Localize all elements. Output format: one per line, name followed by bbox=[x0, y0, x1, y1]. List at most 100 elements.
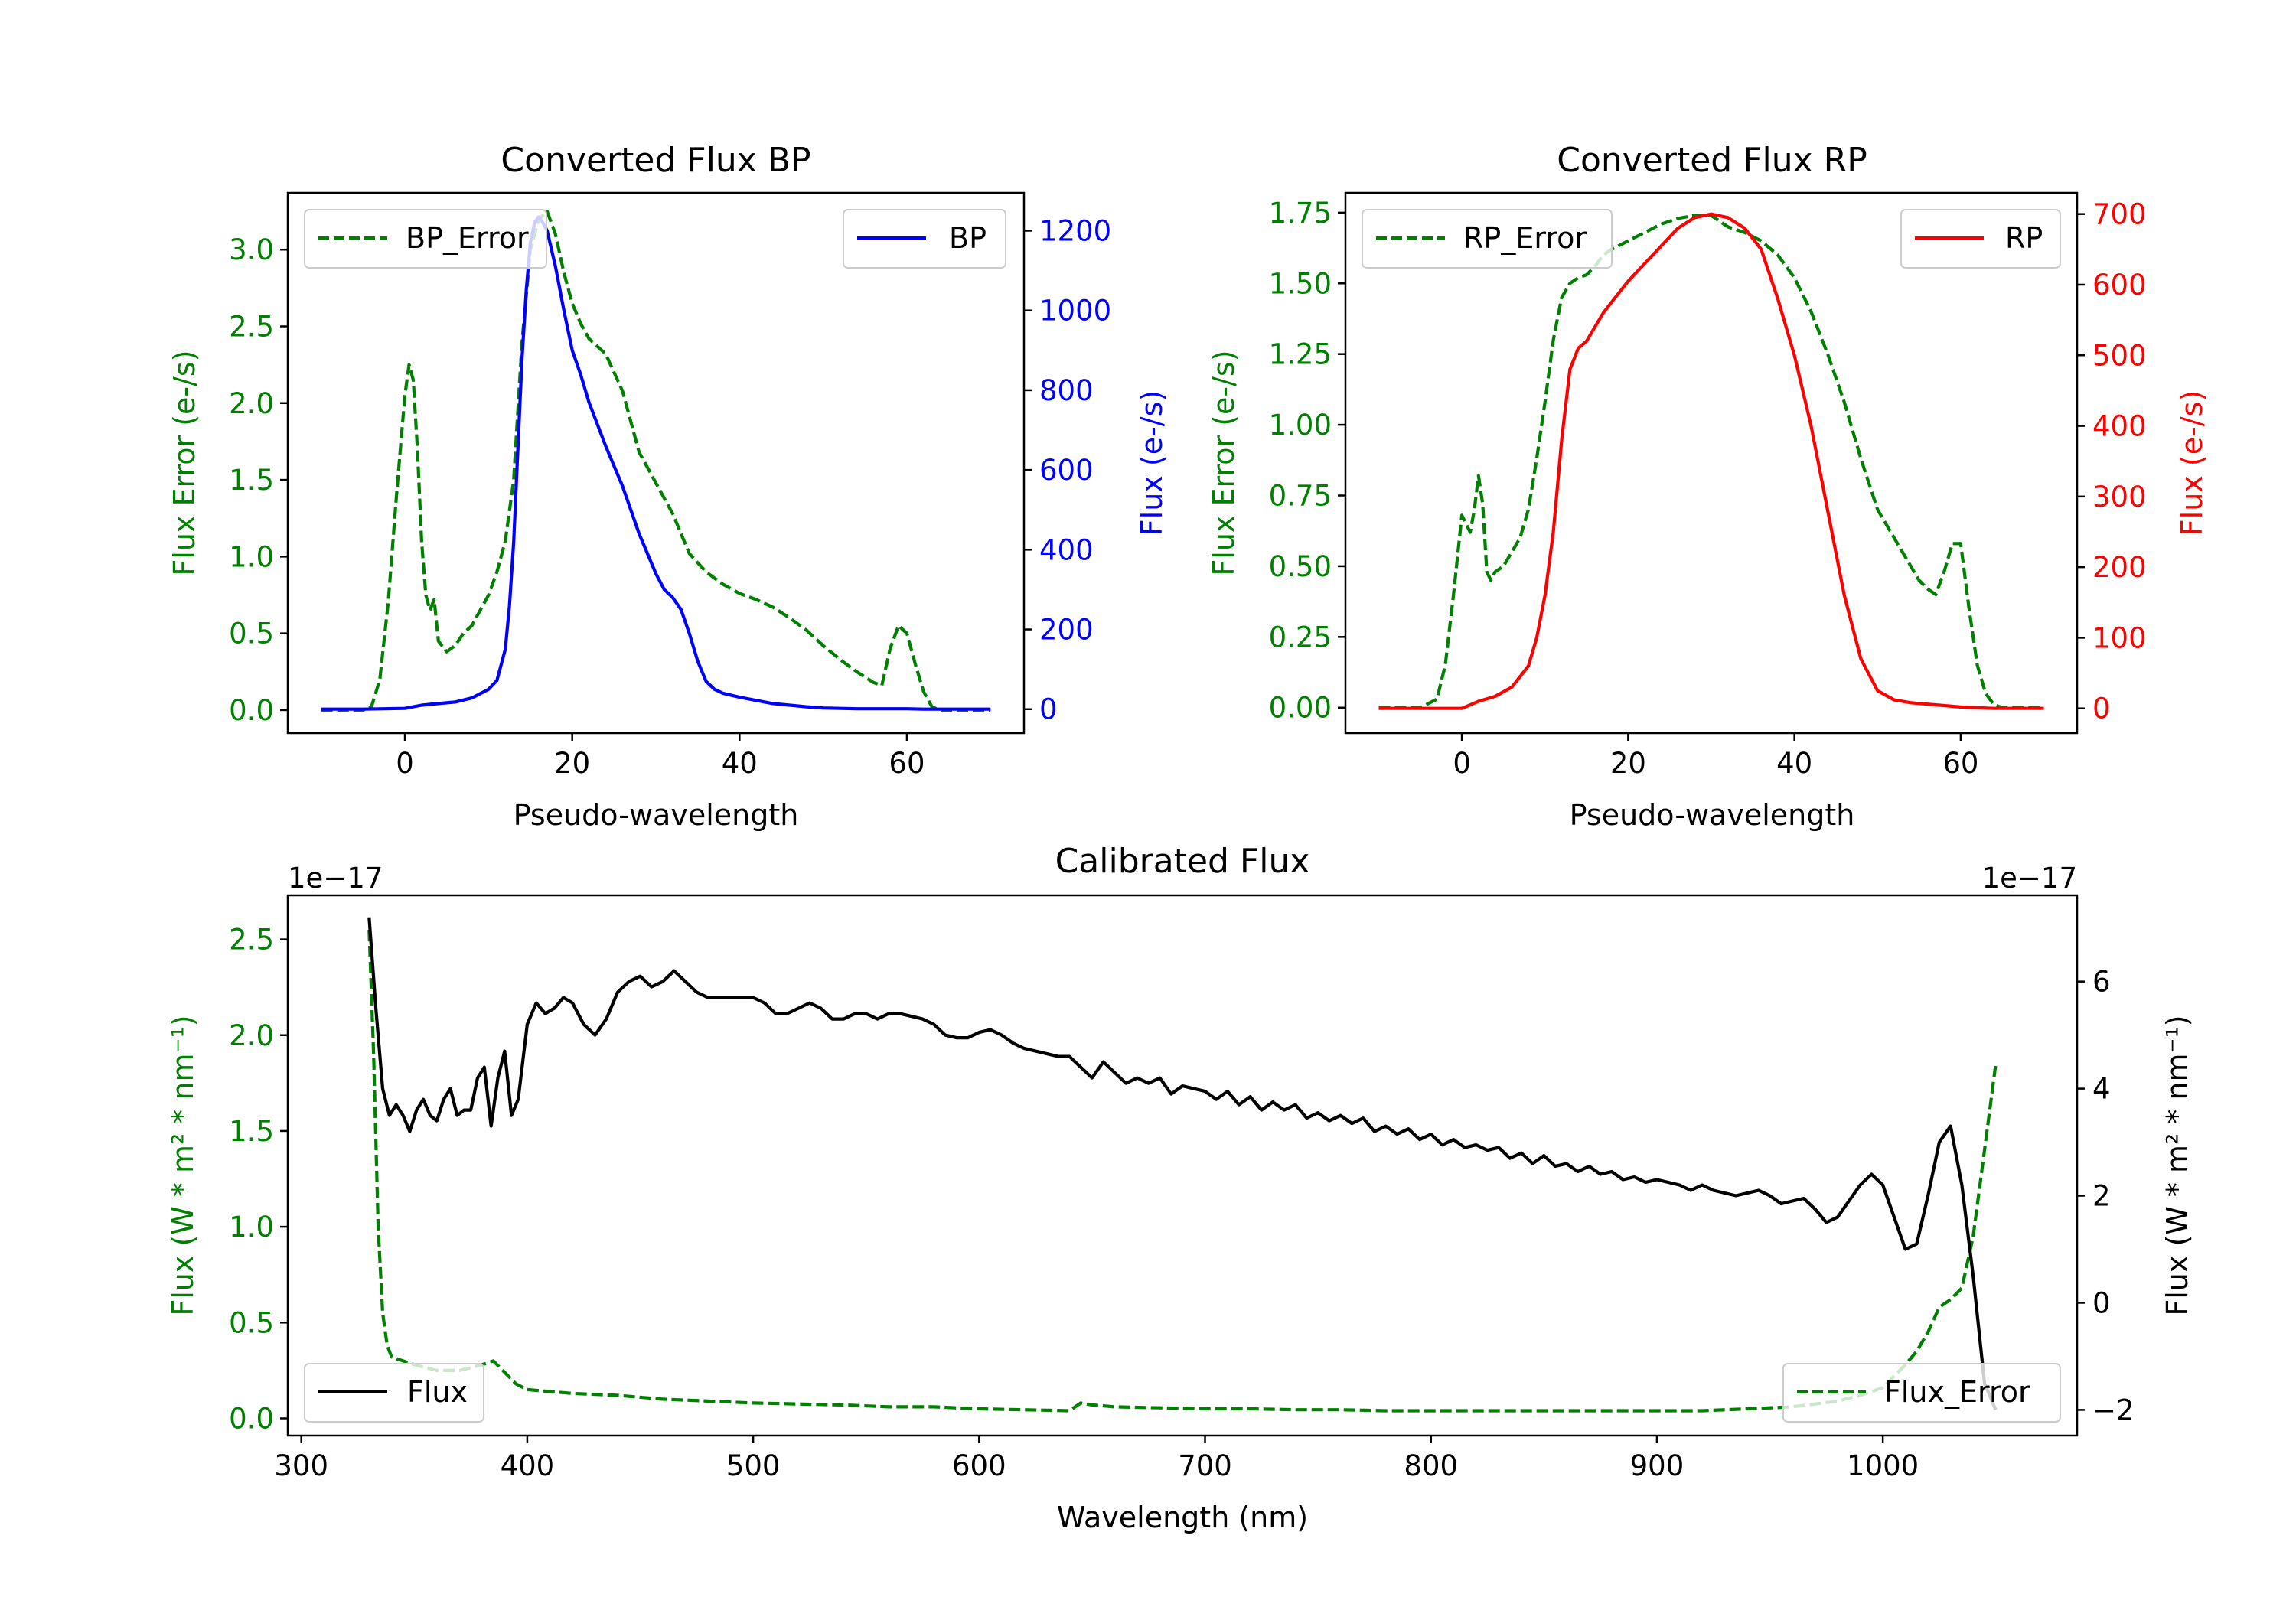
calibrated-y-right-tick-label: −2 bbox=[2092, 1393, 2135, 1426]
bp-y-left-tick-label: 2.5 bbox=[229, 310, 274, 343]
bp-y-right-tick-label: 800 bbox=[1039, 374, 1094, 407]
rp-legend: RP bbox=[1900, 209, 2061, 269]
rp-y-right-tick-label: 0 bbox=[2092, 693, 2111, 725]
rp-panel: Converted Flux RP 0 20 40 60 0.000.250.500.… bbox=[1207, 141, 2209, 832]
calibrated-flux-series-line bbox=[367, 917, 1998, 1411]
bp-y-left-ticks: 0.0 0.5 1.0 1.5 2.0 2.5 3.0 bbox=[229, 233, 288, 727]
bp-title: Converted Flux BP bbox=[501, 141, 810, 180]
rp-x-tick-label: 0 bbox=[1453, 747, 1471, 780]
rp-error-legend-label: RP_Error bbox=[1463, 221, 1587, 255]
calibrated-y-left-tick-label: 1.0 bbox=[229, 1211, 274, 1244]
calibrated-x-tick-label: 800 bbox=[1404, 1449, 1458, 1482]
bp-y-left-tick-label: 3.0 bbox=[229, 233, 274, 266]
bp-x-label: Pseudo-wavelength bbox=[514, 798, 799, 832]
calibrated-x-tick-label: 900 bbox=[1630, 1449, 1684, 1482]
calibrated-y-right-tick-label: 0 bbox=[2092, 1286, 2111, 1319]
bp-y-left-tick-label: 2.0 bbox=[229, 387, 274, 420]
bp-legend: BP bbox=[843, 209, 1006, 269]
calibrated-y-right-tick-label: 2 bbox=[2092, 1180, 2111, 1213]
calibrated-x-tick-label: 500 bbox=[726, 1449, 781, 1482]
bp-lines bbox=[321, 210, 991, 712]
rp-y-left-ticks: 0.00 0.25 0.50 0.75 1.00 1.25 1.50 1.75 bbox=[1269, 197, 1345, 725]
calibrated-y-right-ticks: −2 0 2 4 6 bbox=[2077, 966, 2135, 1426]
calibrated-x-tick-label: 600 bbox=[952, 1449, 1006, 1482]
calibrated-y-right-tick-label: 4 bbox=[2092, 1073, 2111, 1106]
rp-y-left-tick-label: 0.50 bbox=[1269, 550, 1332, 583]
calibrated-y-right-tick-label: 6 bbox=[2092, 966, 2111, 999]
bp-y-left-tick-label: 0.5 bbox=[229, 618, 274, 650]
calibrated-title: Calibrated Flux bbox=[1055, 842, 1310, 881]
rp-x-label: Pseudo-wavelength bbox=[1570, 798, 1855, 832]
flux-legend: Flux bbox=[304, 1363, 484, 1423]
rp-y-right-tick-label: 400 bbox=[2092, 410, 2147, 443]
calibrated-axes-frame bbox=[286, 894, 2079, 1437]
flux-error-legend: Flux_Error bbox=[1782, 1363, 2061, 1423]
calibrated-y-left-tick-label: 0.5 bbox=[229, 1306, 274, 1339]
bp-bp-error-series-line bbox=[321, 210, 991, 712]
bp-bp-series-line bbox=[321, 215, 991, 711]
bp-y-right-tick-label: 1200 bbox=[1039, 214, 1111, 247]
bp-x-ticks: 0 20 40 60 bbox=[396, 733, 925, 780]
rp-x-tick-label: 20 bbox=[1610, 747, 1646, 780]
bp-x-tick-label: 40 bbox=[722, 747, 758, 780]
rp-y-left-tick-label: 1.75 bbox=[1269, 197, 1332, 230]
rp-y-left-tick-label: 1.00 bbox=[1269, 409, 1332, 442]
rp-error-legend-box bbox=[1362, 209, 1613, 269]
calibrated-x-ticks: 300 400 500 600 700 800 900 1000 bbox=[274, 1436, 1919, 1482]
rp-x-ticks: 0 20 40 60 bbox=[1453, 733, 1978, 780]
bp-y-right-tick-label: 200 bbox=[1039, 614, 1094, 647]
calibrated-y-left-ticks: 0.0 0.5 1.0 1.5 2.0 2.5 bbox=[229, 924, 288, 1435]
calibrated-x-tick-label: 1000 bbox=[1847, 1449, 1919, 1482]
rp-lines bbox=[1378, 212, 2044, 710]
bp-y-right-tick-label: 0 bbox=[1039, 693, 1058, 726]
bp-x-tick-label: 0 bbox=[396, 747, 414, 780]
calibrated-y-left-tick-label: 2.5 bbox=[229, 924, 274, 957]
rp-y-right-tick-label: 100 bbox=[2092, 621, 2147, 654]
flux-error-legend-label: Flux_Error bbox=[1884, 1375, 2030, 1409]
bp-axes-frame bbox=[286, 191, 1026, 735]
rp-y-left-tick-label: 0.25 bbox=[1269, 621, 1332, 654]
rp-x-tick-label: 40 bbox=[1776, 747, 1812, 780]
bp-y-left-label: Flux Error (e-/s) bbox=[168, 350, 201, 575]
calibrated-x-tick-label: 400 bbox=[501, 1449, 555, 1482]
calibrated-left-offset: 1e−17 bbox=[288, 862, 383, 895]
rp-rp-series-line bbox=[1378, 212, 2044, 710]
rp-y-left-tick-label: 1.50 bbox=[1269, 267, 1332, 300]
calibrated-y-left-label: Flux (W * m² * nm⁻¹) bbox=[166, 1015, 200, 1315]
rp-y-right-tick-label: 300 bbox=[2092, 481, 2147, 513]
rp-y-left-tick-label: 1.25 bbox=[1269, 338, 1332, 371]
rp-y-left-tick-label: 0.00 bbox=[1269, 692, 1332, 725]
rp-y-right-ticks: 0 100 200 300 400 500 600 700 bbox=[2077, 198, 2147, 725]
calibrated-y-left-tick-label: 1.5 bbox=[229, 1115, 274, 1148]
bp-y-right-tick-label: 600 bbox=[1039, 454, 1094, 487]
bp-x-tick-label: 20 bbox=[554, 747, 590, 780]
calibrated-y-left-tick-label: 2.0 bbox=[229, 1019, 274, 1052]
calibrated-right-offset: 1e−17 bbox=[1982, 862, 2077, 895]
bp-y-left-tick-label: 0.0 bbox=[229, 694, 274, 727]
flux-legend-label: Flux bbox=[407, 1375, 468, 1409]
bp-panel: Converted Flux BP 0 20 40 60 0.0 0.5 1.0 1.5 2.… bbox=[168, 141, 1169, 832]
bp-y-left-tick-label: 1.5 bbox=[229, 464, 274, 497]
bp-legend-label: BP bbox=[949, 221, 987, 255]
rp-title: Converted Flux RP bbox=[1557, 141, 1867, 180]
rp-y-right-label: Flux (e-/s) bbox=[2175, 390, 2209, 536]
calibrated-y-right-label: Flux (W * m² * nm⁻¹) bbox=[2161, 1015, 2194, 1315]
rp-x-tick-label: 60 bbox=[1942, 747, 1978, 780]
rp-axes-frame bbox=[1344, 191, 2079, 735]
bp-error-legend-label: BP_Error bbox=[406, 221, 529, 255]
rp-y-right-tick-label: 700 bbox=[2092, 198, 2147, 231]
rp-error-legend: RP_Error bbox=[1362, 209, 1613, 269]
bp-y-left-tick-label: 1.0 bbox=[229, 540, 274, 573]
calibrated-x-tick-label: 700 bbox=[1178, 1449, 1232, 1482]
bp-y-right-ticks: 0 200 400 600 800 1000 1200 bbox=[1024, 214, 1111, 726]
rp-y-right-tick-label: 600 bbox=[2092, 269, 2147, 302]
rp-y-left-tick-label: 0.75 bbox=[1269, 480, 1332, 513]
flux-legend-box bbox=[304, 1363, 484, 1423]
rp-y-left-label: Flux Error (e-/s) bbox=[1207, 350, 1241, 575]
rp-y-right-tick-label: 500 bbox=[2092, 339, 2147, 372]
bp-y-right-tick-label: 1000 bbox=[1039, 295, 1111, 328]
bp-y-right-tick-label: 400 bbox=[1039, 533, 1094, 566]
calibrated-panel: Calibrated Flux 1e−17 1e−17 300 400 500 600… bbox=[166, 842, 2194, 1534]
rp-legend-label: RP bbox=[2005, 221, 2043, 255]
